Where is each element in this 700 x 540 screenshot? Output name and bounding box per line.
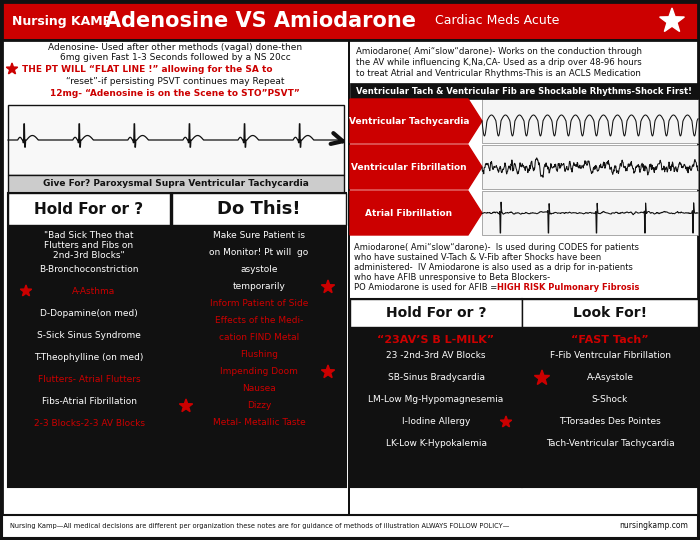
Text: I-Iodine Allergy: I-Iodine Allergy [402,417,470,426]
Text: 12mg- “Adenosine is on the Scene to STO”PSVT”: 12mg- “Adenosine is on the Scene to STO”… [50,89,300,98]
Polygon shape [179,399,193,411]
Bar [2,40,698,515]
Bar [350,299,522,327]
Polygon shape [350,145,482,189]
Bar [482,99,698,143]
Text: Fibs-Atrial Fibrillation: Fibs-Atrial Fibrillation [41,397,136,406]
Text: LK-Low K-Hypokalemia: LK-Low K-Hypokalemia [386,439,486,448]
Text: who have AFIB unresponsive to Beta Blockers-: who have AFIB unresponsive to Beta Block… [354,273,550,282]
Text: D-Dopamine(on med): D-Dopamine(on med) [40,309,138,318]
Text: Flushing: Flushing [240,350,278,359]
Text: B-Bronchoconstriction: B-Bronchoconstriction [39,265,139,274]
Text: Do This!: Do This! [217,200,301,218]
Text: Hold For or ?: Hold For or ? [34,201,143,217]
Text: Impending Doom: Impending Doom [220,367,298,376]
Bar [2,515,698,538]
Polygon shape [20,285,32,296]
Text: Amiodarone( Ami“slow“darone)- Works on the conduction through: Amiodarone( Ami“slow“darone)- Works on t… [356,47,642,56]
Bar [482,191,698,235]
Text: Atrial Fibrillation: Atrial Fibrillation [365,208,453,218]
Text: asystole: asystole [240,265,278,274]
Text: Hold For or ?: Hold For or ? [386,306,486,320]
Text: on Monitor! Pt will  go: on Monitor! Pt will go [209,248,309,257]
Polygon shape [6,63,18,74]
Text: Effects of the Medi-: Effects of the Medi- [215,316,303,325]
Text: “FAST Tach”: “FAST Tach” [571,335,649,345]
Bar [482,145,698,189]
Text: Cardiac Meds Acute: Cardiac Meds Acute [435,15,559,28]
Text: Give For? Paroxysmal Supra Ventricular Tachycardia: Give For? Paroxysmal Supra Ventricular T… [43,179,309,188]
Text: to treat Atrial and Ventricular Rhythms-This is an ACLS Medication: to treat Atrial and Ventricular Rhythms-… [356,69,641,78]
Bar [8,105,344,175]
Text: Metal- Metallic Taste: Metal- Metallic Taste [213,418,305,427]
Text: SB-Sinus Bradycardia: SB-Sinus Bradycardia [388,373,484,382]
Text: Ventricular Tachycardia: Ventricular Tachycardia [349,117,469,125]
Text: the AV while influencing K,Na,CA- Used as a drip over 48-96 hours: the AV while influencing K,Na,CA- Used a… [356,58,642,67]
Polygon shape [350,99,482,143]
Text: Nursing Kamp—All medical decisions are different per organization these notes ar: Nursing Kamp—All medical decisions are d… [10,523,510,529]
Polygon shape [321,280,335,293]
Bar [172,193,346,225]
Text: LM-Low Mg-Hypomagnesemia: LM-Low Mg-Hypomagnesemia [368,395,503,404]
Text: Nausea: Nausea [242,384,276,393]
Text: Dizzy: Dizzy [247,401,271,410]
Text: temporarily: temporarily [232,282,286,291]
Text: T-Theophylline (on med): T-Theophylline (on med) [34,353,143,362]
Text: Inform Patient of Side: Inform Patient of Side [210,299,308,308]
Bar [172,193,346,487]
Text: Amiodarone( Ami“slow“darone)-  Is used during CODES for patients: Amiodarone( Ami“slow“darone)- Is used du… [354,243,639,252]
Text: 6mg given Fast 1-3 Seconds followed by a NS 20cc: 6mg given Fast 1-3 Seconds followed by a… [60,53,290,63]
Text: F-Fib Ventrcular Fibrillation: F-Fib Ventrcular Fibrillation [550,351,671,360]
Text: “23AV’S B L-MILK”: “23AV’S B L-MILK” [377,335,495,345]
Text: Ventricular Fibrillation: Ventricular Fibrillation [351,163,467,172]
Text: THE PT WILL “FLAT LINE !” allowing for the SA to: THE PT WILL “FLAT LINE !” allowing for t… [22,64,272,73]
Text: 2-3 Blocks-2-3 AV Blocks: 2-3 Blocks-2-3 AV Blocks [34,419,144,428]
Text: Tach-Ventricular Tachycardia: Tach-Ventricular Tachycardia [546,439,674,448]
Text: "Bad Sick Theo that: "Bad Sick Theo that [44,231,134,240]
Text: administered-  IV Amiodarone is also used as a drip for in-patients: administered- IV Amiodarone is also used… [354,263,633,272]
Bar [522,299,698,487]
Text: S-Shock: S-Shock [592,395,628,404]
Text: cation FIND Metal: cation FIND Metal [219,333,299,342]
Text: S-Sick Sinus Syndrome: S-Sick Sinus Syndrome [37,331,141,340]
Bar [348,40,350,515]
Text: nursingkamp.com: nursingkamp.com [619,522,688,530]
Text: who have sustained V-Tach & V-Fib after Shocks have been: who have sustained V-Tach & V-Fib after … [354,253,601,262]
Text: A-Asystole: A-Asystole [587,373,634,382]
Text: Ventricular Tach & Ventricular Fib are Shockable Rhythms-Shock First!: Ventricular Tach & Ventricular Fib are S… [356,86,692,96]
Text: A: A [573,383,648,476]
Text: Flutters- Atrial Flutters: Flutters- Atrial Flutters [38,375,140,384]
Text: T-Torsades Des Pointes: T-Torsades Des Pointes [559,417,661,426]
Bar [8,193,170,225]
Text: Look For!: Look For! [573,306,647,320]
Text: PO Amiodarone is used for AFIB =: PO Amiodarone is used for AFIB = [354,283,500,292]
Text: 23 -2nd-3rd AV Blocks: 23 -2nd-3rd AV Blocks [386,351,486,360]
Text: Flutters and Fibs on: Flutters and Fibs on [44,241,134,250]
Polygon shape [321,365,335,377]
Bar [350,83,698,99]
Bar [350,299,522,487]
Text: Make Sure Patient is: Make Sure Patient is [213,231,305,240]
Text: Nursing KAMP: Nursing KAMP [12,15,112,28]
Polygon shape [534,370,550,384]
Bar [8,193,170,487]
Text: “reset”-if persisting PSVT continues may Repeat: “reset”-if persisting PSVT continues may… [66,77,284,85]
Bar [522,299,698,327]
Bar [8,175,344,193]
Text: 2nd-3rd Blocks": 2nd-3rd Blocks" [53,251,125,260]
Polygon shape [350,191,482,235]
Polygon shape [500,416,512,427]
Polygon shape [659,8,685,31]
Text: A-Asthma: A-Asthma [72,287,116,296]
Bar [2,2,698,40]
Text: Adenosine VS Amiodarone: Adenosine VS Amiodarone [105,11,416,31]
Text: Adenosine- Used after other methods (vagal) done-then: Adenosine- Used after other methods (vag… [48,43,302,51]
Text: HIGH RISK Pulmonary Fibrosis: HIGH RISK Pulmonary Fibrosis [497,283,639,292]
